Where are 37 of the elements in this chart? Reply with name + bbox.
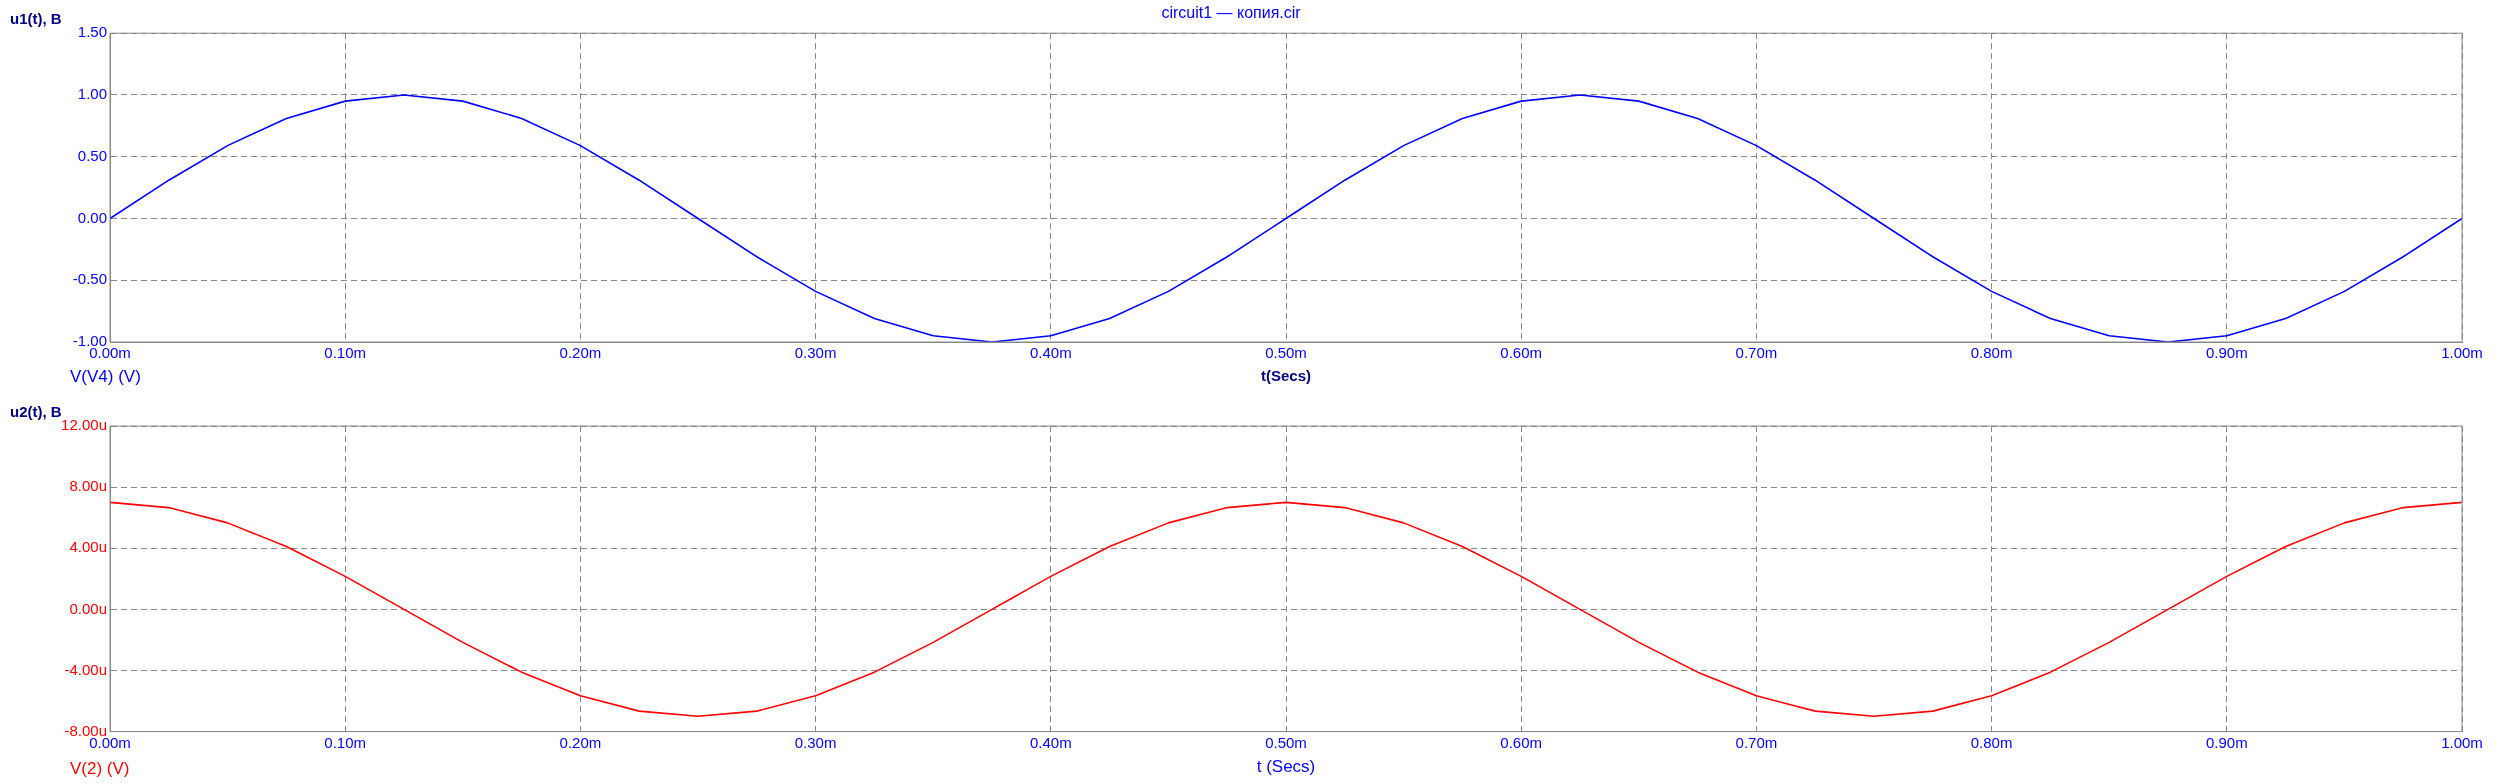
x-tick-label: 0.50m <box>1265 733 1307 751</box>
x-tick-label: 0.20m <box>559 344 602 362</box>
x-tick-label: 0.10m <box>324 733 367 751</box>
x-tick-label: 0.70m <box>1735 344 1778 362</box>
text: V(2) (V) <box>70 759 130 779</box>
y-tick-label: -0.50 <box>72 270 107 288</box>
y-tick-label: 1.00 <box>77 85 107 103</box>
x-tick-label: 0.60m <box>1500 344 1543 362</box>
text: V(V4) (V) <box>70 367 141 387</box>
x-tick-label: 0.80m <box>1970 733 2013 751</box>
y-tick-label: 12.00u <box>61 416 107 434</box>
x-tick-label: 0.80m <box>1970 344 2013 362</box>
y-tick-label: 0.00 <box>77 208 107 226</box>
x-tick-label: 0.40m <box>1029 733 1072 751</box>
x-tick-label: 1.00m <box>2441 344 2483 362</box>
chart-title: circuit1 — копия.cir <box>1161 4 1302 22</box>
x-tick-label: 0.60m <box>1500 733 1543 751</box>
x-tick-label: 0.30m <box>794 344 837 362</box>
y-tick-label: 1.50 <box>77 23 107 41</box>
y-axis-title: u2(t), B <box>10 402 62 420</box>
x-axis-title: t (Secs) <box>1256 757 1316 777</box>
y-tick-label: 0.50 <box>77 146 107 164</box>
x-tick-label: 0.20m <box>559 733 602 751</box>
y-tick-label: 8.00u <box>69 477 107 495</box>
y-tick-label: 0.00u <box>69 599 107 617</box>
x-tick-label: 0.90m <box>2205 344 2248 362</box>
y-tick-label: 4.00u <box>69 538 107 556</box>
x-axis-title: t(Secs) <box>1260 367 1312 385</box>
x-tick-label: 0.50m <box>1265 344 1307 362</box>
y-tick-label: -4.00u <box>64 660 107 678</box>
x-tick-label: 0.90m <box>2205 733 2248 751</box>
x-tick-label: 0.10m <box>324 344 367 362</box>
x-tick-label: 0.70m <box>1735 733 1778 751</box>
x-tick-label: 0.30m <box>794 733 837 751</box>
x-tick-label: 0.40m <box>1029 344 1072 362</box>
x-tick-label: 1.00m <box>2441 733 2483 751</box>
y-axis-title: u1(t), B <box>10 9 62 27</box>
